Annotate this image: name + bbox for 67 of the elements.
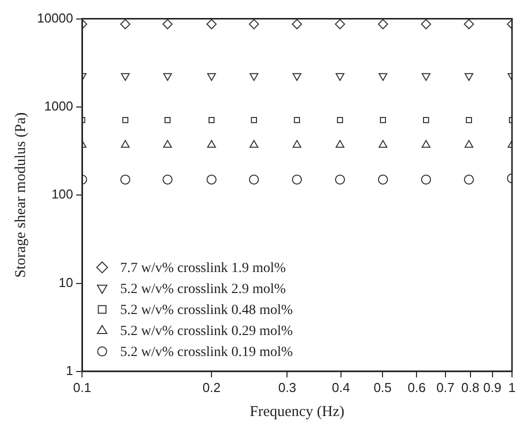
point — [294, 117, 300, 124]
point — [336, 140, 344, 148]
point — [248, 19, 260, 30]
point — [120, 174, 130, 185]
point — [207, 140, 216, 148]
x-tick-label: 0.3 — [278, 380, 296, 395]
point — [464, 140, 474, 148]
legend-label: 7.7 w/v% crosslink 1.9 mol% — [120, 261, 286, 276]
point — [248, 174, 259, 185]
point — [466, 117, 472, 124]
x-axis-title: Frequency (Hz) — [250, 404, 344, 420]
point — [120, 73, 130, 81]
x-tick-label: 0.7 — [436, 380, 454, 395]
point — [336, 117, 344, 124]
point — [163, 140, 172, 148]
legend-label: 5.2 w/v% crosslink 0.19 mol% — [120, 345, 294, 360]
y-tick-label: 100 — [51, 186, 74, 202]
x-tick-label: 0.2 — [202, 380, 221, 395]
point — [250, 117, 257, 124]
legend-label: 5.2 w/v% crosslink 2.9 mol% — [120, 282, 286, 298]
point — [120, 19, 130, 30]
point — [162, 19, 173, 30]
point — [464, 19, 474, 30]
y-tick-label: 10000 — [36, 10, 74, 26]
point — [163, 73, 172, 81]
x-tick-label: 0.5 — [374, 380, 392, 395]
point — [378, 19, 388, 30]
point — [208, 117, 215, 124]
point — [334, 19, 346, 30]
point — [378, 174, 388, 185]
point — [422, 73, 430, 81]
point — [464, 73, 474, 81]
point — [292, 140, 302, 148]
y-tick-label: 1000 — [44, 98, 74, 114]
point — [162, 174, 173, 185]
point — [120, 140, 130, 148]
point — [250, 140, 258, 148]
x-tick-label: 0.6 — [408, 380, 426, 395]
point — [422, 140, 430, 148]
point — [335, 174, 346, 185]
point — [206, 19, 217, 30]
point — [378, 73, 388, 81]
point — [421, 174, 432, 185]
point — [122, 117, 128, 124]
y-tick-label: 1 — [66, 362, 74, 378]
point — [250, 73, 258, 81]
point — [422, 117, 430, 124]
point — [207, 73, 216, 81]
legend-label: 5.2 w/v% crosslink 0.29 mol% — [120, 324, 294, 340]
point — [292, 174, 302, 185]
x-tick-label: 0.4 — [332, 380, 350, 395]
x-tick-label: 1 — [508, 380, 516, 395]
x-tick-label: 0.8 — [461, 380, 480, 395]
point — [292, 73, 302, 81]
point — [336, 73, 344, 81]
y-axis-title: Storage shear modulus (Pa) — [12, 112, 29, 278]
point — [464, 174, 474, 185]
point — [164, 117, 171, 124]
y-tick-label: 10 — [58, 274, 74, 290]
x-tick-label: 0.9 — [483, 380, 502, 395]
legend-label: 5.2 w/v% crosslink 0.48 mol% — [120, 303, 294, 318]
point — [206, 174, 217, 185]
x-tick-label: 0.1 — [73, 380, 92, 395]
point — [380, 117, 386, 124]
point — [292, 19, 302, 30]
point — [420, 19, 432, 30]
point — [378, 140, 388, 148]
